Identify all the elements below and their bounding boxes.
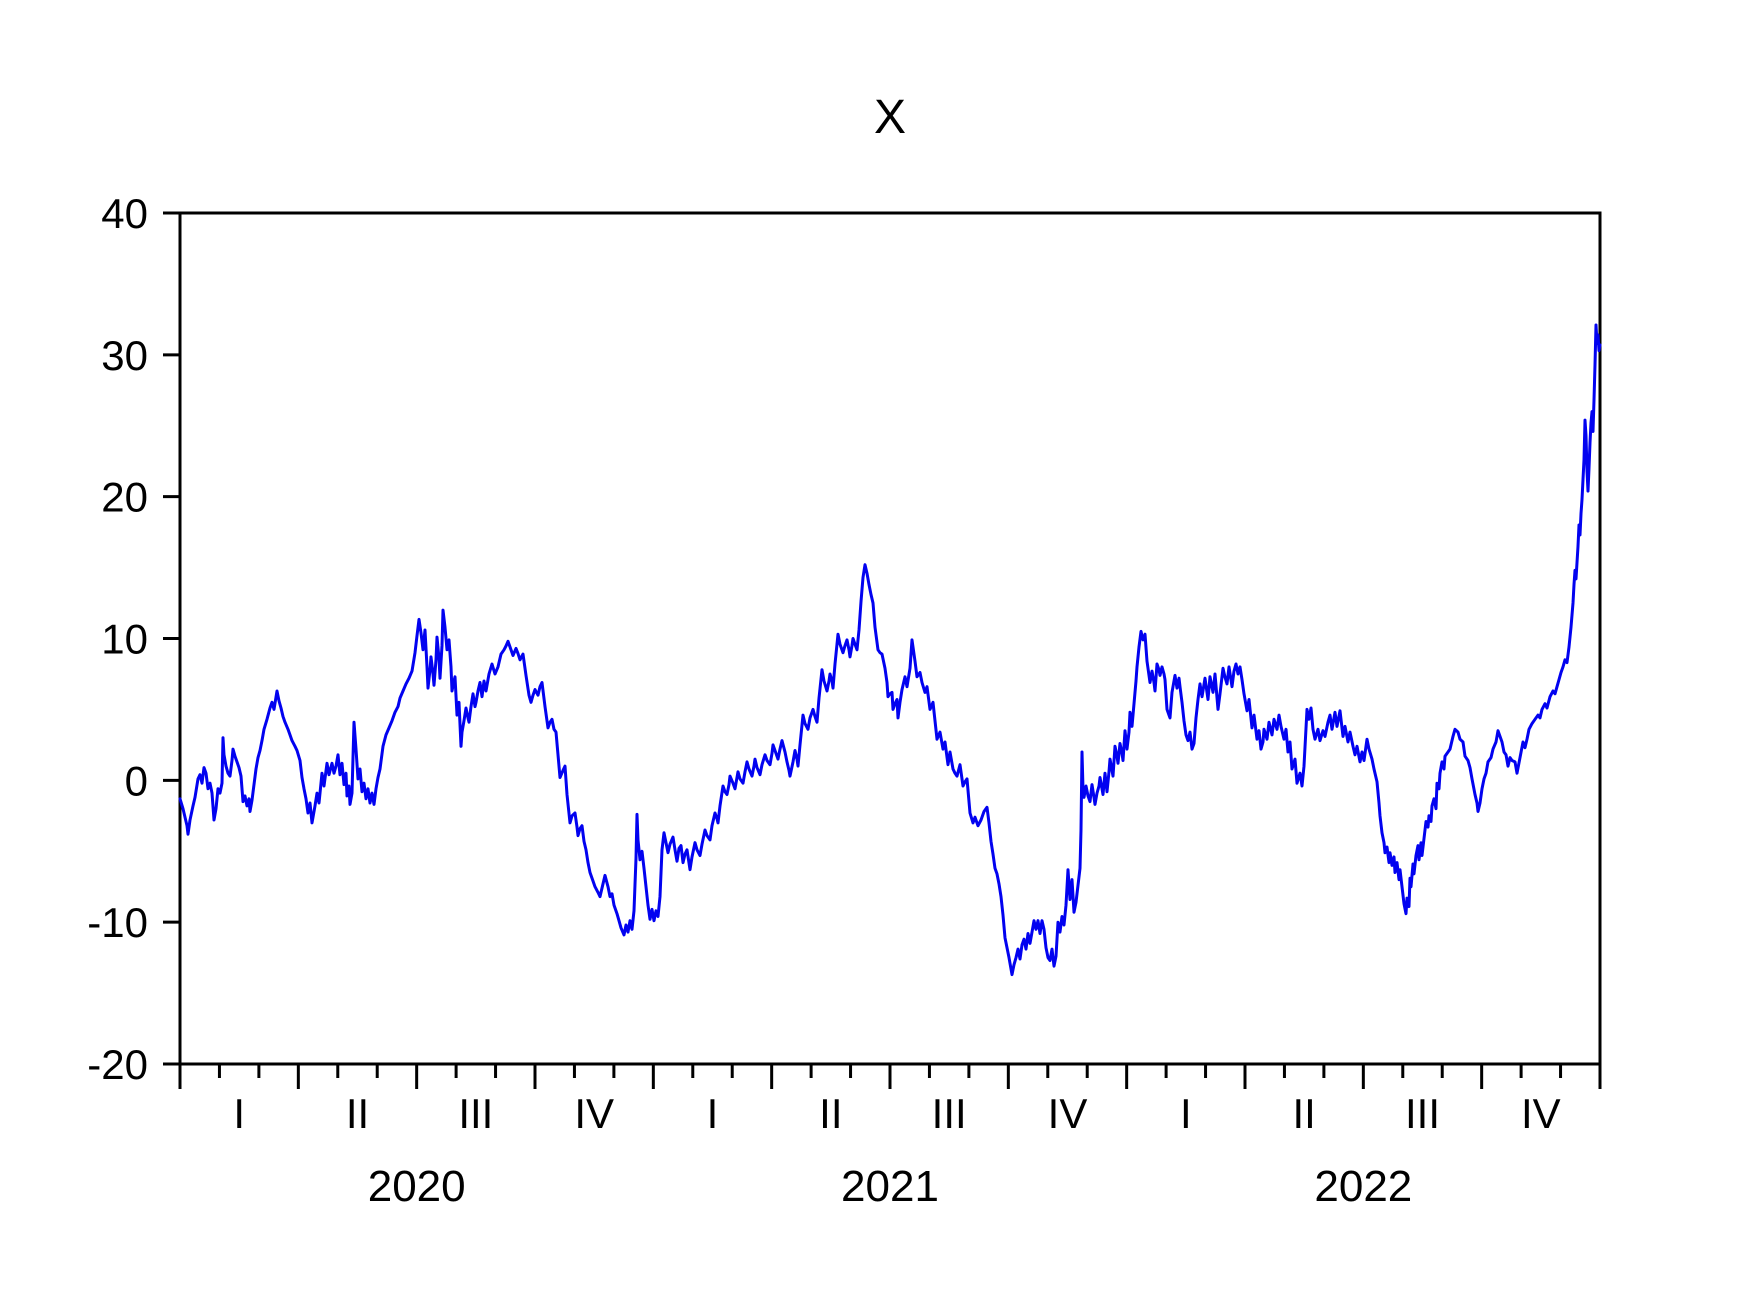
y-axis-tick-label: 40 [101,190,148,237]
quarter-label: II [1292,1090,1315,1137]
year-label: 2022 [1314,1162,1412,1211]
y-axis-tick-label: 10 [101,616,148,663]
quarter-label: II [819,1090,842,1137]
series-line-x [178,323,1602,977]
quarter-label: IV [1048,1090,1088,1137]
quarter-label: IV [574,1090,614,1137]
quarter-label: IV [1521,1090,1561,1137]
chart-title: X [873,91,907,144]
y-axis-tick-label: -10 [87,899,148,946]
year-label: 2020 [368,1162,466,1211]
quarter-label: I [233,1090,245,1137]
y-axis-tick-label: 0 [125,757,148,804]
year-label: 2021 [841,1162,939,1211]
y-axis-tick-label: 30 [101,332,148,379]
quarter-label: I [1180,1090,1192,1137]
y-axis-tick-label: 20 [101,474,148,521]
quarter-label: III [1405,1090,1440,1137]
quarter-label: III [458,1090,493,1137]
y-axis-tick-label: -20 [87,1041,148,1088]
quarter-label: II [346,1090,369,1137]
plot-border [178,211,1602,1066]
quarter-label: I [707,1090,719,1137]
quarter-label: III [932,1090,967,1137]
